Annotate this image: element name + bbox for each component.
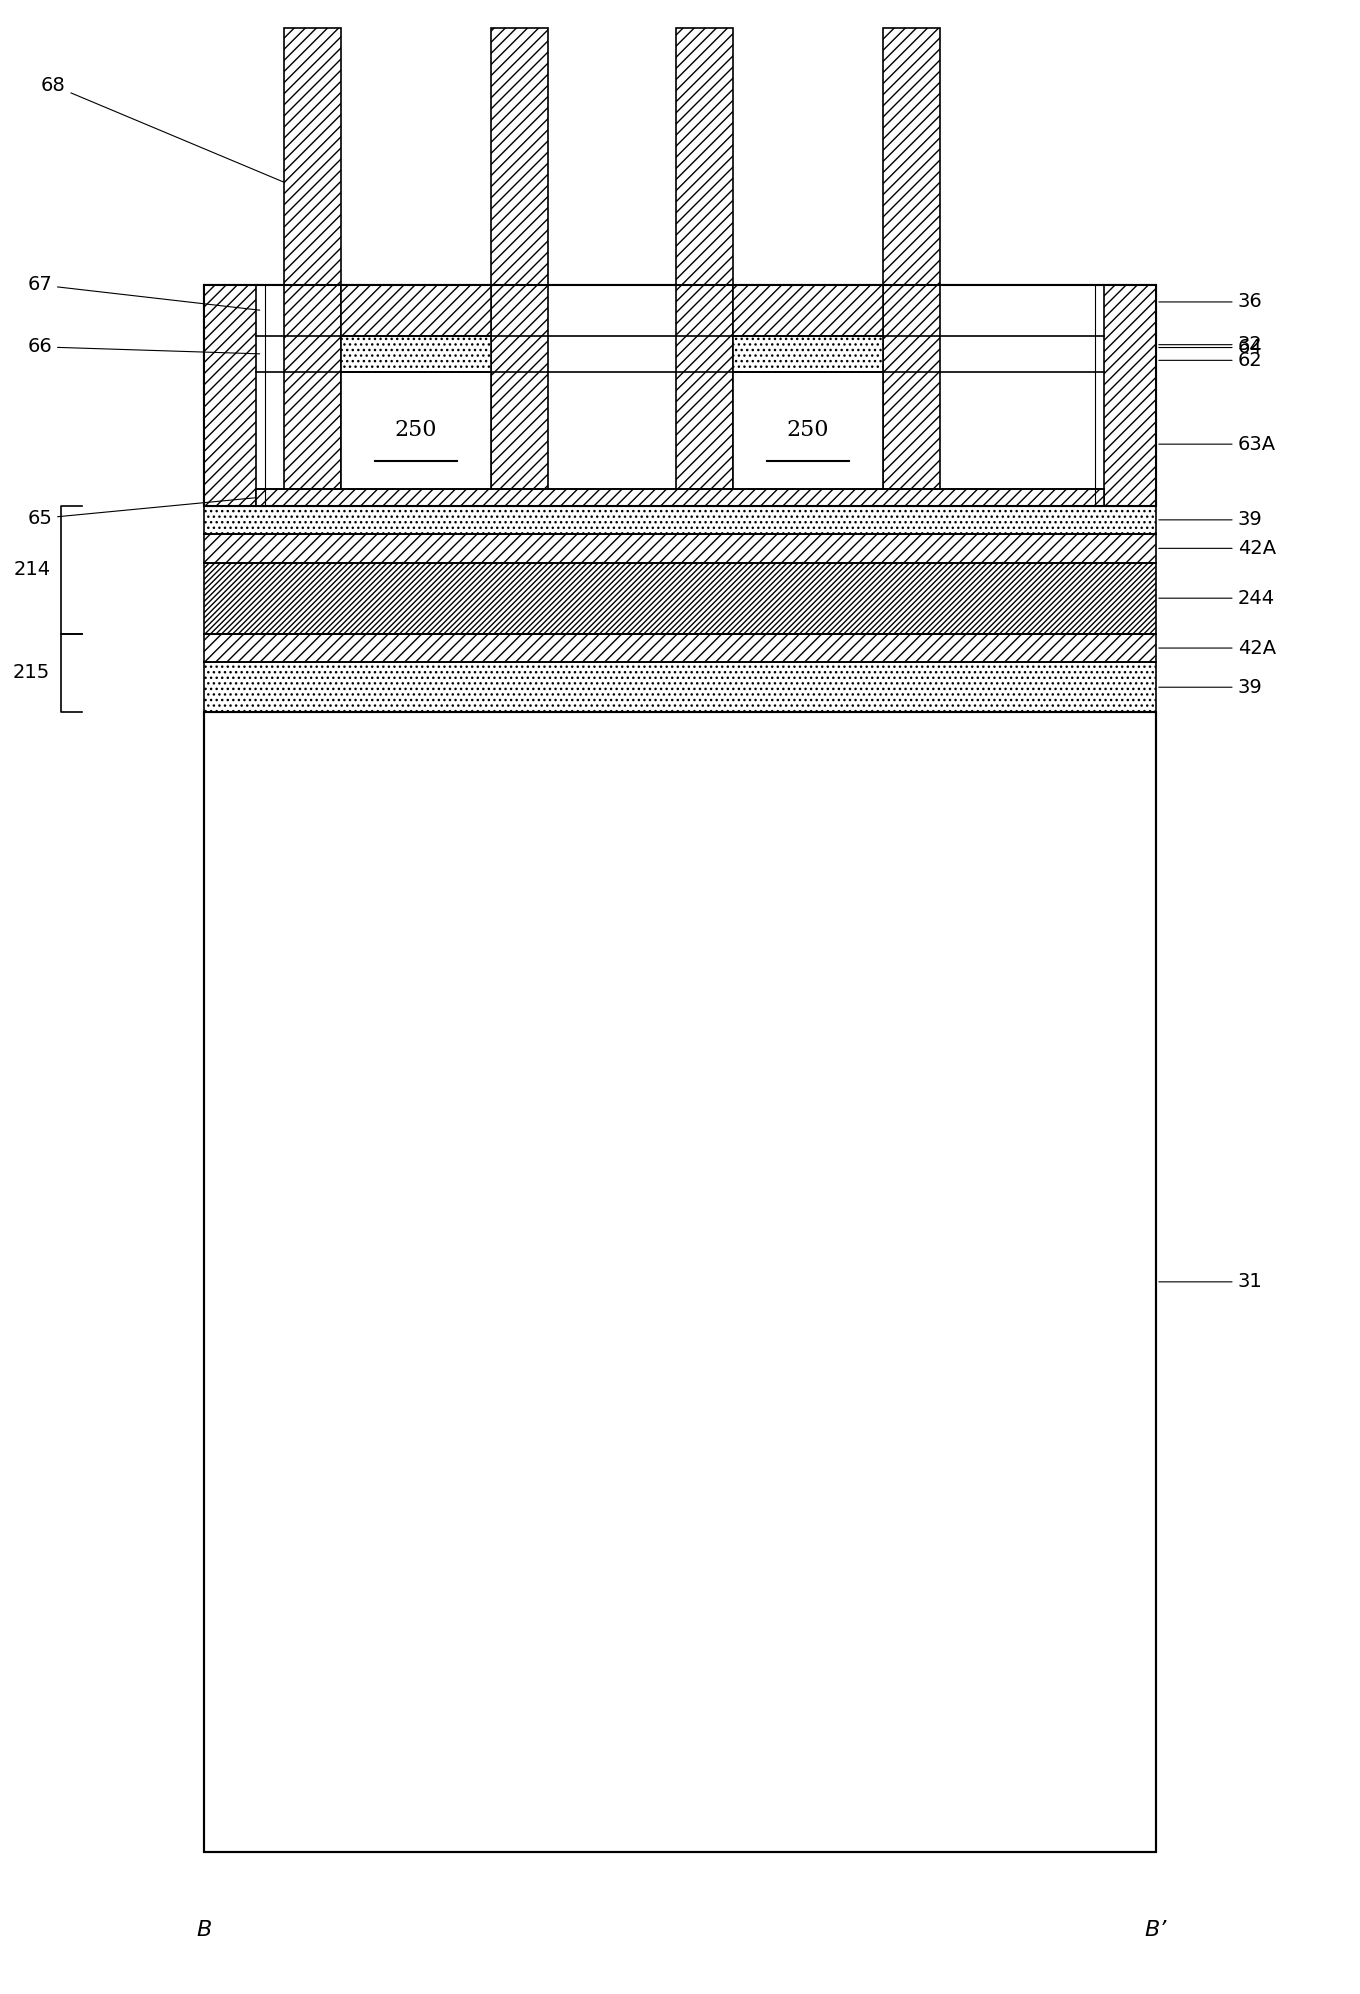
- Bar: [204, 634, 1156, 662]
- Bar: [204, 506, 1156, 534]
- Text: 39: 39: [1159, 510, 1262, 528]
- Text: 67: 67: [27, 275, 260, 311]
- Bar: [676, 28, 733, 285]
- Bar: [1104, 285, 1156, 506]
- Text: 32: 32: [1159, 335, 1262, 355]
- Bar: [256, 285, 1104, 506]
- Text: 42A: 42A: [1159, 638, 1276, 658]
- Bar: [204, 662, 1156, 712]
- Bar: [341, 371, 491, 489]
- Text: 250: 250: [786, 419, 830, 441]
- Bar: [676, 285, 733, 489]
- Text: 250: 250: [394, 419, 438, 441]
- Bar: [284, 28, 341, 285]
- Bar: [204, 285, 256, 506]
- Bar: [341, 285, 491, 337]
- Text: 31: 31: [1159, 1272, 1262, 1292]
- Text: 244: 244: [1159, 588, 1274, 608]
- Bar: [341, 337, 491, 371]
- Bar: [883, 285, 940, 489]
- Text: 62: 62: [1159, 351, 1262, 369]
- Text: B: B: [196, 1920, 212, 1940]
- Bar: [204, 534, 1156, 562]
- Text: 66: 66: [27, 337, 260, 357]
- Bar: [491, 28, 548, 285]
- Bar: [733, 285, 883, 337]
- Bar: [491, 285, 548, 489]
- Text: 36: 36: [1159, 293, 1262, 311]
- Text: 68: 68: [41, 76, 288, 183]
- Text: 63A: 63A: [1159, 435, 1276, 455]
- Bar: [284, 285, 341, 489]
- Text: B’: B’: [1145, 1920, 1167, 1940]
- Bar: [204, 712, 1156, 1852]
- Bar: [883, 28, 940, 285]
- Bar: [204, 285, 1156, 506]
- Text: 215: 215: [14, 664, 50, 682]
- Text: 65: 65: [27, 497, 260, 528]
- Bar: [733, 371, 883, 489]
- Bar: [204, 562, 1156, 634]
- Text: 39: 39: [1159, 678, 1262, 696]
- Bar: [204, 712, 1156, 1852]
- Bar: [733, 337, 883, 371]
- Text: 64: 64: [1159, 339, 1262, 357]
- Text: 214: 214: [14, 560, 50, 578]
- Bar: [204, 285, 1156, 506]
- Bar: [256, 489, 1104, 506]
- Text: 42A: 42A: [1159, 538, 1276, 558]
